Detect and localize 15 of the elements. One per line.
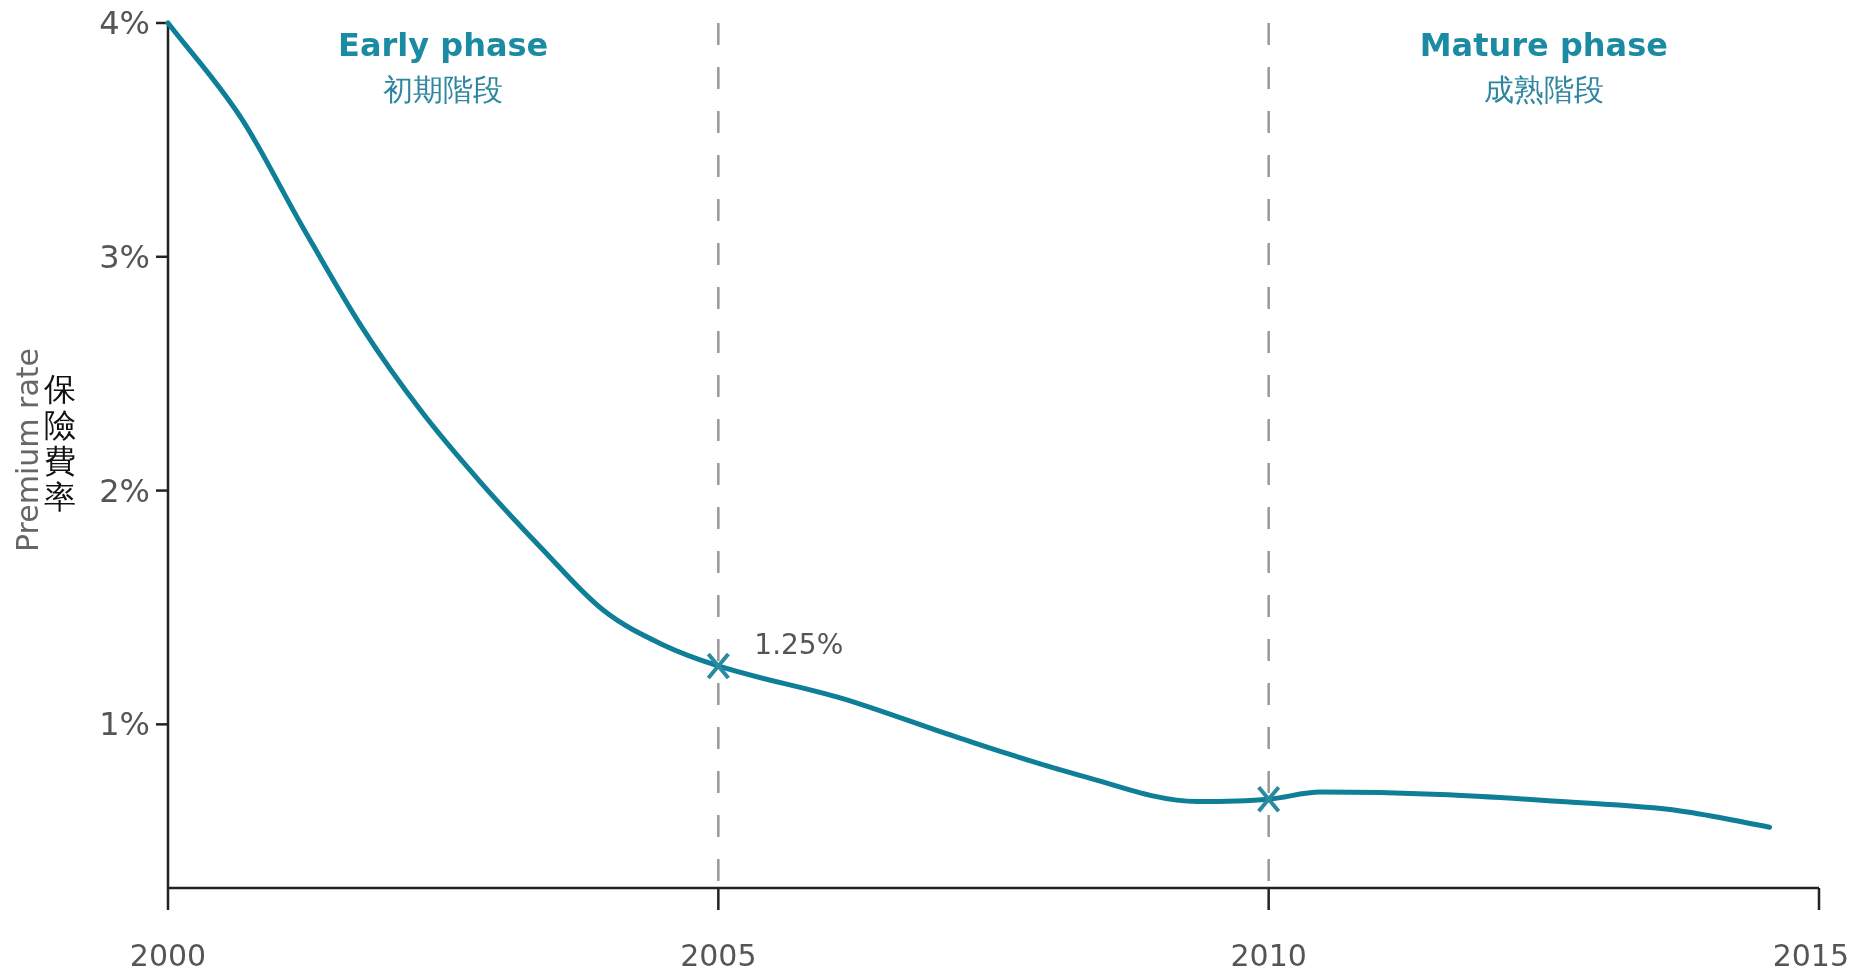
annotation: Mature phase <box>1419 26 1668 64</box>
x-tick-label: 2015 <box>1772 938 1849 973</box>
x-tick-label: 2005 <box>680 938 757 973</box>
annotation: 初期階段 <box>383 72 504 107</box>
y-tick-label: 1% <box>99 705 150 744</box>
data-label: 1.25% <box>754 627 844 661</box>
y-tick-label: 2% <box>99 471 150 510</box>
x-tick-label: 2010 <box>1230 938 1307 973</box>
annotation: Early phase <box>338 26 549 64</box>
y-tick-label: 3% <box>99 237 150 276</box>
y-axis-title: Premium rate <box>10 348 45 552</box>
text: 保險費率 <box>44 370 76 516</box>
annotation: 成熟階段 <box>1483 72 1604 107</box>
y-tick-label: 4% <box>99 4 150 42</box>
x-tick-label: 2000 <box>129 938 207 973</box>
